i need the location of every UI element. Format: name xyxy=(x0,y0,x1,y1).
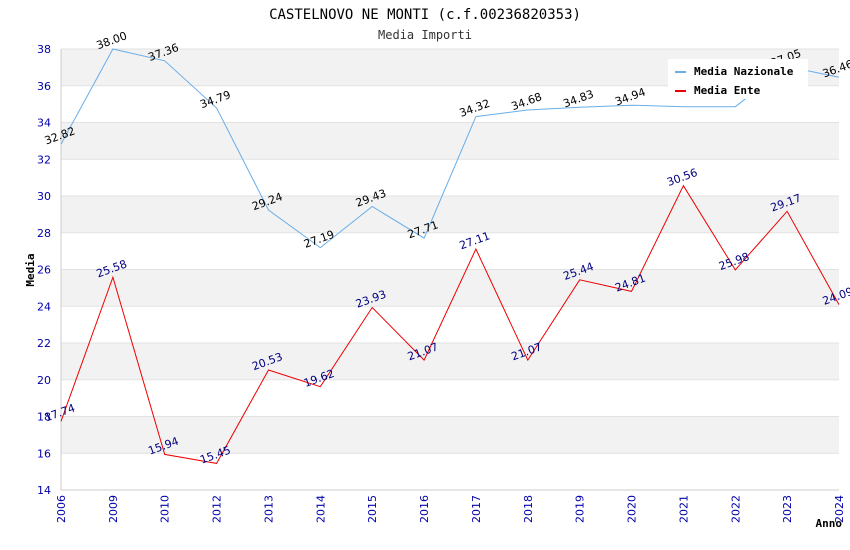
x-tick-label: 2014 xyxy=(314,495,327,523)
y-tick-label: 22 xyxy=(37,337,51,350)
grid-bands xyxy=(61,49,839,454)
x-tick-label: 2022 xyxy=(729,495,742,523)
y-tick-label: 14 xyxy=(37,484,51,497)
y-tick-label: 24 xyxy=(37,300,51,313)
x-axis-ticks: 2006 2009 2010 2012 2013 2014 2015 2016 2017 2018… xyxy=(55,495,846,523)
series-lines xyxy=(60,48,840,464)
x-axis-label: Anno xyxy=(816,517,843,530)
x-tick-label: 2013 xyxy=(262,495,275,523)
chart-subtitle: Media Importi xyxy=(378,28,472,42)
y-tick-label: 30 xyxy=(37,190,51,203)
x-tick-label: 2019 xyxy=(574,495,587,523)
y-axis-label: Media xyxy=(24,253,37,286)
y-axis-ticks: 14 16 18 20 22 24 26 28 30 32 34 36 38 xyxy=(37,43,51,497)
series-line-media-nazionale xyxy=(60,48,840,249)
x-tick-label: 2009 xyxy=(107,495,120,523)
x-tick-label: 2010 xyxy=(159,495,172,523)
legend: Media Nazionale Media Ente xyxy=(668,59,808,99)
x-tick-label: 2017 xyxy=(470,495,483,523)
chart-title: CASTELNOVO NE MONTI (c.f.00236820353) xyxy=(269,7,581,23)
x-tick-label: 2024 xyxy=(833,495,846,523)
legend-box xyxy=(668,59,808,99)
y-tick-label: 18 xyxy=(37,411,51,424)
x-tick-label: 2023 xyxy=(781,495,794,523)
x-tick-label: 2016 xyxy=(418,495,431,523)
x-tick-label: 2006 xyxy=(55,495,68,523)
grid-band xyxy=(61,269,839,307)
legend-label-media-nazionale: Media Nazionale xyxy=(694,65,794,78)
y-tick-label: 34 xyxy=(37,117,51,130)
x-tick-label: 2021 xyxy=(677,495,690,523)
data-label: 34.79 xyxy=(198,88,232,111)
x-tick-label: 2020 xyxy=(626,495,639,523)
y-tick-label: 36 xyxy=(37,80,51,93)
x-tick-label: 2018 xyxy=(522,495,535,523)
grid-band xyxy=(61,416,839,454)
y-tick-label: 28 xyxy=(37,227,51,240)
series-line-media-ente xyxy=(60,184,840,464)
y-tick-label: 38 xyxy=(37,43,51,56)
x-tick-label: 2012 xyxy=(211,495,224,523)
y-tick-label: 26 xyxy=(37,264,51,277)
x-tick-label: 2015 xyxy=(366,495,379,523)
y-tick-label: 16 xyxy=(37,447,51,460)
data-label: 30.56 xyxy=(665,166,699,189)
data-label: 34.32 xyxy=(458,97,492,120)
grid-lines xyxy=(60,48,839,491)
y-tick-label: 20 xyxy=(37,374,51,387)
grid-band xyxy=(61,122,839,160)
grid-band xyxy=(61,196,839,233)
grid-band xyxy=(61,343,839,380)
y-tick-label: 32 xyxy=(37,153,51,166)
legend-label-media-ente: Media Ente xyxy=(694,84,761,97)
